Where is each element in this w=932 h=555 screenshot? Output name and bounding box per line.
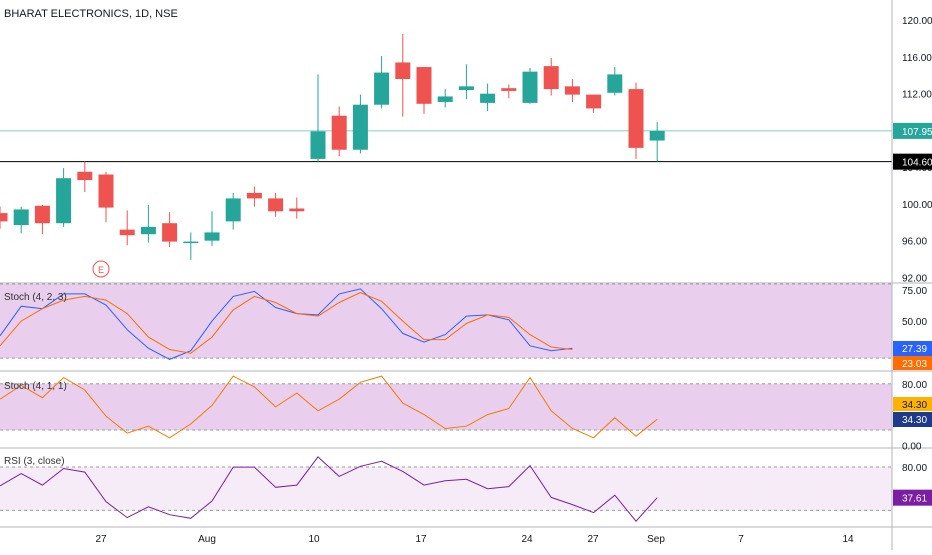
- x-tick-label: 7: [738, 534, 744, 545]
- price-tick-label: 112.00: [902, 90, 932, 101]
- candle-body: [98, 174, 114, 208]
- indicator-tick-label: 75.00: [902, 286, 927, 297]
- indicator-band: [0, 467, 892, 511]
- stoch2-label-b-bg: [893, 412, 932, 427]
- indicator-tick-label: 80.00: [902, 380, 927, 391]
- candle-body: [480, 93, 496, 103]
- stoch-k-label: 27.39: [902, 344, 927, 355]
- candle-body: [395, 62, 411, 79]
- candle-body: [140, 226, 156, 235]
- stoch-k-label-bg: [893, 340, 932, 356]
- indicator-tick-label: 0.00: [902, 441, 922, 452]
- candle-body: [225, 198, 241, 222]
- last-price-label: 107.95: [902, 127, 932, 138]
- last-price-label-bg: [893, 122, 932, 139]
- indicator-tick-label: 50.00: [902, 317, 927, 328]
- stoch-d-label-bg: [893, 355, 932, 370]
- candle-body: [13, 209, 29, 226]
- candle-body: [331, 115, 347, 150]
- candle-body: [34, 205, 50, 224]
- indicator-line-d: [0, 292, 573, 354]
- candle-body: [310, 131, 326, 159]
- indicator-line-k: [0, 288, 573, 360]
- candle-body: [501, 88, 517, 91]
- candle-body: [607, 74, 623, 93]
- earnings-marker-label: E: [98, 265, 104, 275]
- x-tick-label: Aug: [198, 534, 216, 545]
- price-tick-label: 92.00: [902, 273, 927, 284]
- price-tick-label: 96.00: [902, 237, 927, 248]
- candle-body: [586, 94, 602, 109]
- candle-body: [564, 86, 580, 95]
- x-tick-label: 27: [587, 534, 599, 545]
- candle-body: [183, 241, 199, 244]
- x-tick-label: 17: [415, 534, 427, 545]
- indicator-band: [0, 284, 892, 359]
- chart-title: BHARAT ELECTRONICS, 1D, NSE: [4, 8, 178, 20]
- stoch-411-title: Stoch (4, 1, 1): [4, 381, 67, 392]
- indicator-line-stoch: [0, 375, 658, 439]
- candle-body: [352, 104, 368, 150]
- stoch2-label-a-bg: [893, 397, 932, 411]
- ref-price-label-bg: [893, 153, 932, 170]
- x-tick-label: 14: [842, 534, 854, 545]
- indicator-line-rsi: [0, 456, 658, 522]
- price-tick-label: 120.00: [902, 16, 932, 27]
- rsi-title: RSI (3, close): [4, 456, 65, 467]
- rsi-label: 37.61: [902, 494, 927, 505]
- price-tick-label: 116.00: [902, 53, 932, 64]
- candle-body: [56, 178, 72, 224]
- candle-body: [458, 86, 474, 91]
- candle-body: [268, 198, 284, 212]
- candle-body: [162, 223, 178, 242]
- candle-body: [543, 66, 559, 90]
- ref-price-label: 104.60: [902, 158, 932, 169]
- stoch-d-label: 23.03: [902, 359, 927, 370]
- candle-body: [0, 213, 8, 222]
- x-tick-label: 24: [521, 534, 533, 545]
- earnings-marker: [92, 260, 110, 278]
- x-tick-label: 10: [308, 534, 320, 545]
- candle-body: [374, 72, 390, 105]
- indicator-tick-label: 80.00: [902, 463, 927, 474]
- candle-body: [77, 171, 93, 181]
- indicator-band: [0, 383, 892, 431]
- stoch2-label-a: 34.30: [902, 400, 927, 411]
- stoch-423-title: Stoch (4, 2, 3): [4, 292, 67, 303]
- candle-body: [119, 229, 135, 236]
- candle-body: [204, 232, 220, 241]
- candle-body: [289, 208, 305, 212]
- candle-body: [628, 89, 644, 148]
- candle-body: [416, 67, 432, 104]
- x-tick-label: Sep: [647, 534, 665, 545]
- stoch2-label-b: 34.30: [902, 415, 927, 426]
- candle-body: [246, 192, 262, 199]
- candle-body: [522, 71, 538, 103]
- x-tick-label: 27: [95, 534, 107, 545]
- price-tick-label: 100.00: [902, 200, 932, 211]
- rsi-label-bg: [893, 489, 932, 506]
- candle-body: [649, 130, 665, 141]
- candle-body: [437, 96, 453, 102]
